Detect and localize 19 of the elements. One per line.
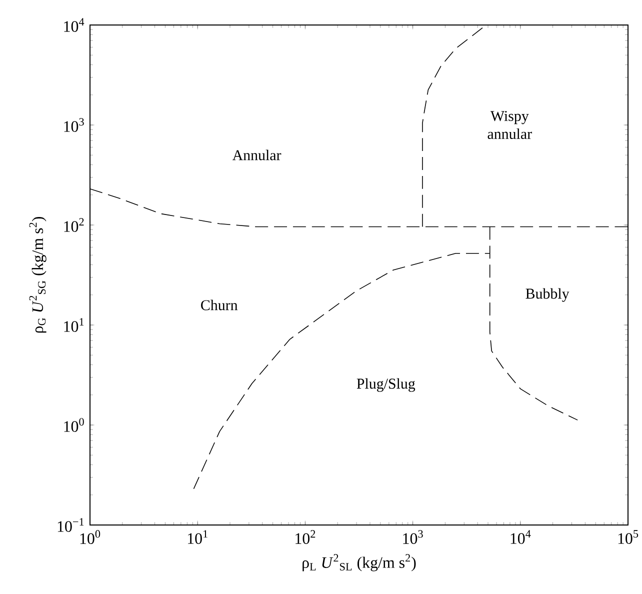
y-tick-label: 10$^{−1}$ [58,518,84,532]
y-tick-label: 10$^{2}$ [64,218,84,232]
annotation: Annular [232,150,282,160]
x-tick-label: 10$^{4}$ [510,530,531,544]
annotation: Plug/Slug [356,378,416,392]
y-axis-title: ρ$_{G}$ U$^{2}$$_{SG}$ (kg/m s$^{2}$) [29,217,46,333]
x-tick-label: 10$^{1}$ [188,530,208,544]
annotation: Bubbly [526,288,570,302]
annotation: Wispy annular [488,111,532,139]
x-tick-label: 10$^{3}$ [403,530,423,544]
annotation: Churn [201,300,238,310]
y-tick-label: 10$^{0}$ [64,418,84,432]
x-tick-label: 10$^{2}$ [296,530,316,544]
x-tick-label: 10$^{5}$ [618,530,638,544]
y-tick-label: 10$^{3}$ [64,118,84,132]
y-tick-label: 10$^{4}$ [64,18,84,32]
x-axis-title: ρ$_{L}$ U$^{2}$$_{SL}$ (kg/m s$^{2}$) [302,554,416,572]
y-tick-label: 10$^{1}$ [64,318,84,332]
x-tick-label: 10$^{0}$ [80,530,100,544]
